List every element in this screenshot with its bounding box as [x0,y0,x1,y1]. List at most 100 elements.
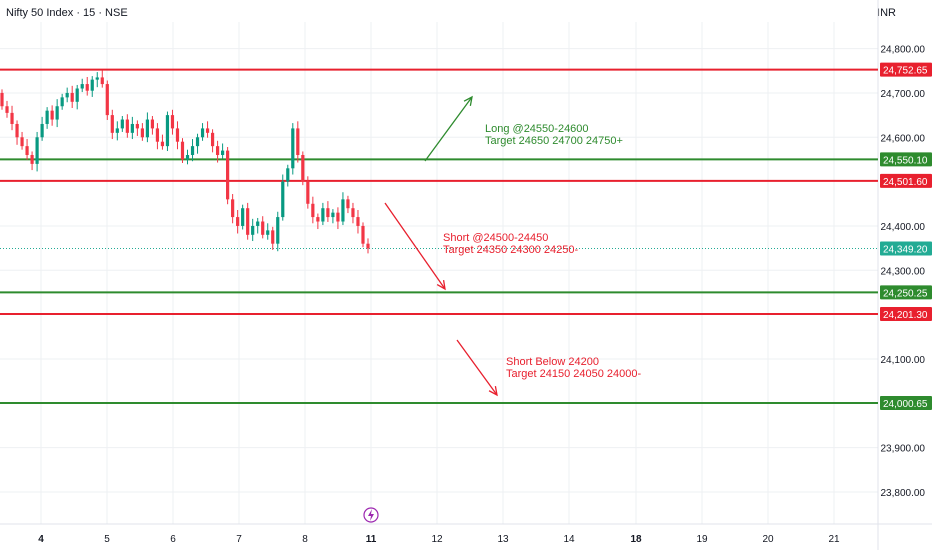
resistance-level-tag-label: 24,201.30 [883,310,928,321]
candle-body [165,115,170,147]
candle-body [105,84,109,116]
candle-body [200,128,205,138]
support-level-tag-label: 24,550.10 [883,155,928,166]
support-level-tag-label: 24,250.25 [883,288,928,299]
candle-body [311,203,315,218]
candle-body [276,217,280,244]
candle-body [246,208,250,235]
candle-body [100,77,104,85]
candle-body [281,181,285,218]
last-price-tag-label: 24,349.20 [883,244,928,255]
candle-body [175,128,180,142]
candle-body [125,119,129,133]
candle-body [130,123,134,133]
candle-body [271,230,275,244]
resistance-level-tag [880,62,932,77]
candle-body [215,146,220,156]
y-tick-label: 24,300.00 [881,266,926,277]
candle-body [326,208,330,218]
candle-body [180,141,185,160]
candle-body [110,115,114,133]
symbol-title: Nifty 50 Index · 15 · NSE [6,7,128,19]
candle-body [65,92,69,98]
candle-body [366,243,370,249]
x-tick-label: 4 [38,534,44,545]
candle-body [306,181,310,204]
candle-body [286,168,290,182]
x-tick-label: 6 [170,534,176,545]
annotation-text: Target 24150 24050 24000- [506,368,642,380]
y-tick-label: 23,800.00 [881,488,926,499]
candle-body [25,146,29,156]
candle-body [160,141,165,147]
candle-body [5,106,9,113]
candle-body [30,155,34,164]
annotation-text: Short Below 24200 [506,356,599,368]
candle-body [55,106,59,120]
candle-body [90,79,94,91]
y-tick-label: 24,100.00 [881,355,926,366]
x-tick-label: 19 [696,534,708,545]
candle-body [0,92,4,107]
candle-body [20,137,24,147]
x-tick-label: 18 [630,534,642,545]
candle-body [45,110,49,124]
resistance-level-tag-label: 24,752.65 [883,66,928,77]
candle-body [155,128,160,142]
candle-body [261,221,265,235]
resistance-level-tag [880,173,932,188]
x-tick-label: 5 [104,534,110,545]
candle-body [336,212,340,222]
resistance-level-tag-label: 24,501.60 [883,177,928,188]
x-tick-label: 13 [497,534,509,545]
y-tick-label: 23,900.00 [881,444,926,455]
support-level-tag-label: 24,000.65 [883,399,928,410]
candle-body [321,208,325,222]
y-tick-label: 24,700.00 [881,89,926,100]
candle-body [60,97,64,107]
candle-body [356,217,360,226]
candle-body [361,225,365,244]
annotation-arrowhead [463,95,473,106]
support-level-tag [880,396,932,411]
candle-body [140,128,144,138]
annotation-arrow [384,202,446,290]
x-tick-label: 12 [431,534,443,545]
y-tick-label: 24,600.00 [881,133,926,144]
candle-body [85,84,89,91]
support-level-tag [880,152,932,167]
candle-body [226,150,230,200]
candle-body [185,155,190,160]
candle-body [115,128,119,133]
candle-body [95,77,99,80]
candle-body [351,208,355,218]
candle-body [291,128,295,169]
resistance-level-tag [880,307,932,322]
candle-body [251,225,255,235]
candle-body [296,128,300,156]
candle-body [195,137,200,147]
candle-body [316,217,320,222]
candle-body [346,199,350,209]
candle-body [40,123,44,138]
candle-body [331,212,335,218]
candle-body [205,128,210,133]
candle-body [70,92,74,102]
candle-body [15,123,19,138]
candle-body [341,199,345,222]
candle-body [80,84,84,89]
candle-body [301,155,305,182]
candle-body [10,112,14,124]
candle-body [266,230,270,235]
x-tick-label: 7 [236,534,242,545]
candle-body [210,132,215,147]
currency-label: INR [877,7,896,19]
candle-body [75,88,79,102]
annotation-arrow [424,96,473,162]
annotation-text: Target 24350 24300 24250- [443,244,579,256]
annotation-text: Long @24550-24600 [485,123,589,135]
candle-body [120,119,124,129]
x-tick-label: 11 [366,534,377,545]
candle-body [190,146,195,156]
